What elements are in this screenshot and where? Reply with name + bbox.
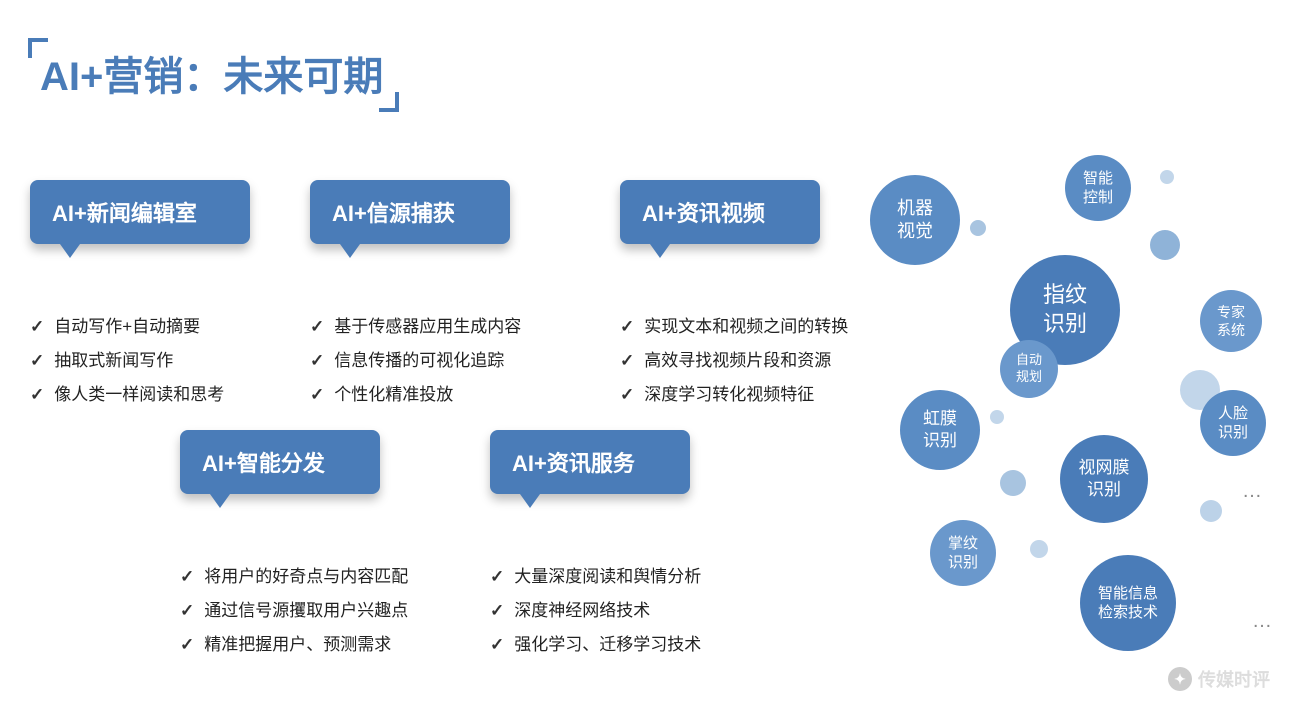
circle-retrieval: 智能信息 检索技术	[1080, 555, 1176, 651]
list-item-text: 大量深度阅读和舆情分析	[514, 560, 701, 594]
bubble-source: AI+信源捕获	[310, 180, 510, 244]
list-item-text: 实现文本和视频之间的转换	[644, 310, 848, 344]
circle-iris: 虹膜 识别	[900, 390, 980, 470]
circle-vision: 机器 视觉	[870, 175, 960, 265]
deco-dot	[970, 220, 986, 236]
bubble-dispatch: AI+智能分发	[180, 430, 380, 494]
list-item: ✓ 个性化精准投放	[310, 378, 521, 412]
watermark: ✦ 传媒时评	[1168, 666, 1270, 692]
check-icon: ✓	[310, 378, 324, 412]
circle-label: 智能信息 检索技术	[1098, 584, 1158, 623]
check-icon: ✓	[490, 628, 504, 662]
list-item-text: 自动写作+自动摘要	[54, 310, 200, 344]
list-item-text: 像人类一样阅读和思考	[54, 378, 224, 412]
list-item: ✓ 深度学习转化视频特征	[620, 378, 848, 412]
deco-dot	[1150, 230, 1180, 260]
list-item-text: 精准把握用户、预测需求	[204, 628, 391, 662]
check-icon: ✓	[490, 560, 504, 594]
circle-label: 智能 控制	[1083, 169, 1113, 208]
list-item-text: 高效寻找视频片段和资源	[644, 344, 831, 378]
list-item-text: 通过信号源攫取用户兴趣点	[204, 594, 408, 628]
list-item: ✓ 实现文本和视频之间的转换	[620, 310, 848, 344]
check-icon: ✓	[180, 560, 194, 594]
circle-face: 人脸 识别	[1200, 390, 1266, 456]
list-item: ✓ 将用户的好奇点与内容匹配	[180, 560, 408, 594]
title-text: AI+营销：未来可期	[40, 55, 383, 99]
list-item: ✓ 精准把握用户、预测需求	[180, 628, 408, 662]
list-item-text: 将用户的好奇点与内容匹配	[204, 560, 408, 594]
list-item-text: 深度学习转化视频特征	[644, 378, 814, 412]
list-video: ✓ 实现文本和视频之间的转换 ✓ 高效寻找视频片段和资源 ✓ 深度学习转化视频特征	[620, 310, 848, 412]
list-item: ✓ 强化学习、迁移学习技术	[490, 628, 701, 662]
check-icon: ✓	[620, 310, 634, 344]
circle-expert-sys: 专家 系统	[1200, 290, 1262, 352]
check-icon: ✓	[310, 344, 324, 378]
list-item: ✓ 通过信号源攫取用户兴趣点	[180, 594, 408, 628]
check-icon: ✓	[620, 344, 634, 378]
ellipsis-2: …	[1252, 610, 1274, 633]
list-item: ✓ 高效寻找视频片段和资源	[620, 344, 848, 378]
list-item: ✓ 自动写作+自动摘要	[30, 310, 224, 344]
list-item: ✓ 基于传感器应用生成内容	[310, 310, 521, 344]
list-item: ✓ 大量深度阅读和舆情分析	[490, 560, 701, 594]
list-item: ✓ 像人类一样阅读和思考	[30, 378, 224, 412]
circle-label: 自动 规划	[1016, 352, 1042, 386]
circle-retina: 视网膜 识别	[1060, 435, 1148, 523]
bubble-service: AI+资讯服务	[490, 430, 690, 494]
page-title-wrap: AI+营销：未来可期	[30, 40, 393, 106]
circle-label: 视网膜 识别	[1079, 457, 1130, 501]
check-icon: ✓	[180, 628, 194, 662]
ellipsis-1: …	[1242, 480, 1264, 503]
list-source: ✓ 基于传感器应用生成内容 ✓ 信息传播的可视化追踪 ✓ 个性化精准投放	[310, 310, 521, 412]
bubble-video: AI+资讯视频	[620, 180, 820, 244]
bubble-label: AI+信源捕获	[332, 201, 455, 226]
check-icon: ✓	[310, 310, 324, 344]
circle-palm: 掌纹 识别	[930, 520, 996, 586]
circle-label: 专家 系统	[1217, 303, 1245, 339]
list-dispatch: ✓ 将用户的好奇点与内容匹配 ✓ 通过信号源攫取用户兴趣点 ✓ 精准把握用户、预测需求	[180, 560, 408, 662]
title-corner-br	[379, 92, 399, 112]
bubble-label: AI+新闻编辑室	[52, 201, 197, 226]
list-service: ✓ 大量深度阅读和舆情分析 ✓ 深度神经网络技术 ✓ 强化学习、迁移学习技术	[490, 560, 701, 662]
watermark-text: 传媒时评	[1198, 666, 1270, 692]
check-icon: ✓	[180, 594, 194, 628]
bubble-newsroom: AI+新闻编辑室	[30, 180, 250, 244]
list-item-text: 抽取式新闻写作	[54, 344, 173, 378]
circle-label: 人脸 识别	[1218, 404, 1248, 443]
deco-dot	[1200, 500, 1222, 522]
circle-label: 指纹 识别	[1043, 281, 1087, 338]
deco-dot	[990, 410, 1004, 424]
title-corner-tl	[28, 38, 48, 58]
bubble-label: AI+资讯视频	[642, 201, 765, 226]
bubble-label: AI+资讯服务	[512, 451, 635, 476]
circle-auto-plan: 自动 规划	[1000, 340, 1058, 398]
check-icon: ✓	[30, 310, 44, 344]
circle-label: 虹膜 识别	[923, 408, 957, 452]
wechat-icon: ✦	[1168, 667, 1192, 691]
page-title: AI+营销：未来可期	[30, 40, 393, 106]
circle-label: 机器 视觉	[897, 197, 933, 244]
list-item-text: 个性化精准投放	[334, 378, 453, 412]
check-icon: ✓	[30, 344, 44, 378]
list-item: ✓ 抽取式新闻写作	[30, 344, 224, 378]
list-item-text: 基于传感器应用生成内容	[334, 310, 521, 344]
circle-label: 掌纹 识别	[948, 534, 978, 573]
check-icon: ✓	[30, 378, 44, 412]
list-item: ✓ 深度神经网络技术	[490, 594, 701, 628]
list-newsroom: ✓ 自动写作+自动摘要 ✓ 抽取式新闻写作 ✓ 像人类一样阅读和思考	[30, 310, 224, 412]
deco-dot	[1030, 540, 1048, 558]
list-item-text: 深度神经网络技术	[514, 594, 650, 628]
list-item-text: 信息传播的可视化追踪	[334, 344, 504, 378]
check-icon: ✓	[620, 378, 634, 412]
deco-dot	[1160, 170, 1174, 184]
deco-dot	[1000, 470, 1026, 496]
list-item-text: 强化学习、迁移学习技术	[514, 628, 701, 662]
list-item: ✓ 信息传播的可视化追踪	[310, 344, 521, 378]
bubble-label: AI+智能分发	[202, 451, 325, 476]
circle-smart-ctrl: 智能 控制	[1065, 155, 1131, 221]
check-icon: ✓	[490, 594, 504, 628]
